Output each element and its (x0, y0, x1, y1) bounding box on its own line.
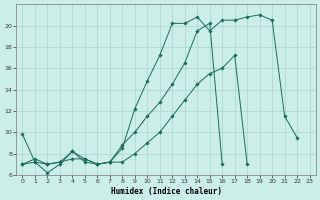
X-axis label: Humidex (Indice chaleur): Humidex (Indice chaleur) (110, 187, 221, 196)
